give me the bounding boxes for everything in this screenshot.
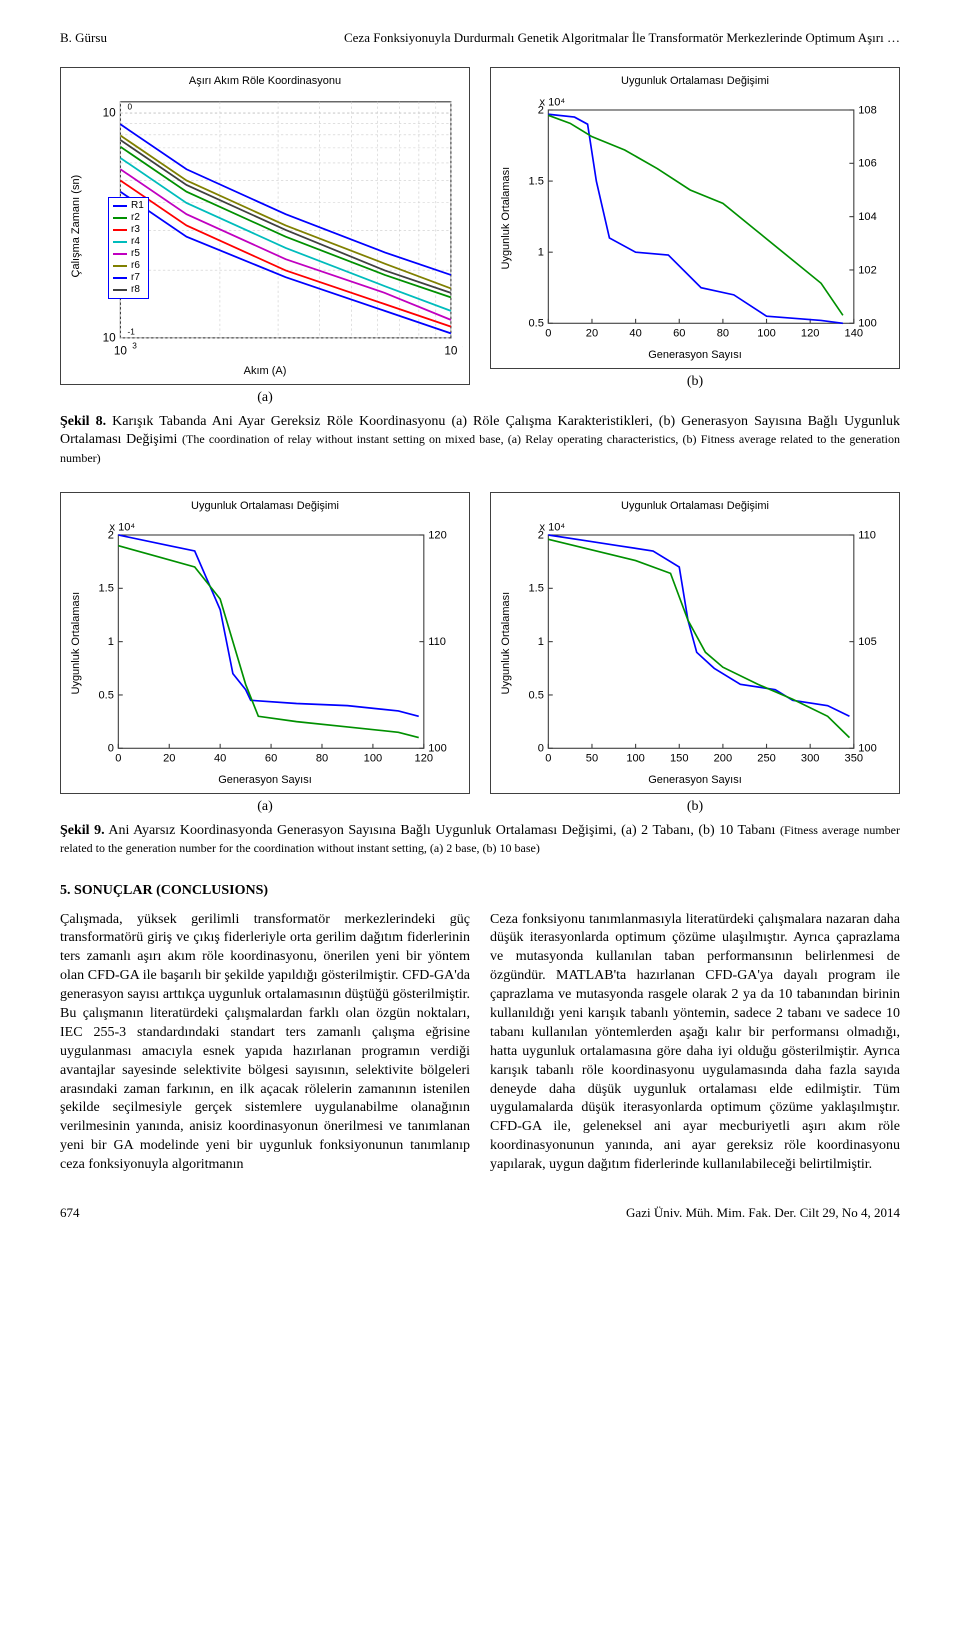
svg-text:1: 1 bbox=[538, 636, 544, 648]
svg-text:0.5: 0.5 bbox=[529, 689, 544, 701]
svg-text:50: 50 bbox=[586, 753, 598, 765]
svg-text:x 10⁴: x 10⁴ bbox=[110, 522, 136, 534]
svg-text:1: 1 bbox=[538, 247, 544, 259]
fig8-b-label: (b) bbox=[490, 373, 900, 391]
fig8-caption-sub: (The coordination of relay without insta… bbox=[60, 432, 900, 464]
fig9b-svg: 05010015020025030035000.511.52100105110x… bbox=[515, 515, 893, 771]
svg-text:120: 120 bbox=[801, 328, 820, 340]
svg-text:40: 40 bbox=[214, 753, 226, 765]
fig9-b-label: (b) bbox=[490, 798, 900, 816]
svg-text:-1: -1 bbox=[128, 328, 136, 337]
svg-text:10: 10 bbox=[103, 331, 117, 345]
fig9a-title: Uygunluk Ortalaması Değişimi bbox=[67, 499, 463, 513]
svg-text:100: 100 bbox=[859, 318, 878, 330]
fig8b-xlabel: Generasyon Sayısı bbox=[497, 348, 893, 362]
svg-text:200: 200 bbox=[714, 753, 733, 765]
figure-8-row: Aşırı Akım Röle Koordinasyonu Çalışma Za… bbox=[60, 67, 900, 407]
fig9-caption-bold: Şekil 9. bbox=[60, 823, 105, 838]
page-header: B. Gürsu Ceza Fonksiyonuyla Durdurmalı G… bbox=[60, 30, 900, 47]
fig9-panel-a: Uygunluk Ortalaması Değişimi Uygunluk Or… bbox=[60, 492, 470, 816]
svg-text:60: 60 bbox=[673, 328, 685, 340]
svg-text:40: 40 bbox=[630, 328, 642, 340]
fig9-caption-main: Ani Ayarsız Koordinasyonda Generasyon Sa… bbox=[105, 823, 780, 838]
fig8-a-label: (a) bbox=[60, 389, 470, 407]
section-5-p1: Çalışmada, yüksek gerilimli transformatö… bbox=[60, 911, 470, 1175]
svg-text:10: 10 bbox=[114, 344, 128, 358]
svg-text:0: 0 bbox=[546, 328, 552, 340]
svg-text:100: 100 bbox=[429, 743, 448, 755]
svg-text:106: 106 bbox=[859, 158, 878, 170]
svg-text:1.5: 1.5 bbox=[529, 176, 544, 188]
svg-text:1: 1 bbox=[108, 636, 114, 648]
svg-text:100: 100 bbox=[364, 753, 383, 765]
svg-text:100: 100 bbox=[758, 328, 777, 340]
svg-text:0: 0 bbox=[128, 103, 133, 112]
fig8-panel-a: Aşırı Akım Röle Koordinasyonu Çalışma Za… bbox=[60, 67, 470, 407]
fig8-caption-bold: Şekil 8. bbox=[60, 414, 106, 429]
header-right: Ceza Fonksiyonuyla Durdurmalı Genetik Al… bbox=[344, 30, 900, 47]
svg-text:110: 110 bbox=[859, 529, 877, 541]
svg-text:20: 20 bbox=[163, 753, 175, 765]
svg-text:100: 100 bbox=[627, 753, 646, 765]
section-5-p2: Ceza fonksiyonu tanımlanmasıyla literatü… bbox=[490, 911, 900, 1175]
svg-text:150: 150 bbox=[670, 753, 689, 765]
fig9a-svg: 02040608010012000.511.52100110120x 10⁴ bbox=[85, 515, 463, 771]
svg-text:100: 100 bbox=[859, 743, 878, 755]
svg-text:x 10⁴: x 10⁴ bbox=[540, 522, 566, 534]
svg-text:250: 250 bbox=[758, 753, 777, 765]
section-5-head: 5. SONUÇLAR (CONCLUSIONS) bbox=[60, 882, 900, 900]
fig9a-ylabel: Uygunluk Ortalaması bbox=[67, 515, 85, 771]
fig9-panel-b: Uygunluk Ortalaması Değişimi Uygunluk Or… bbox=[490, 492, 900, 816]
fig8b-svg: 0204060801001201400.511.5210010210410610… bbox=[515, 90, 893, 346]
fig8a-ylabel: Çalışma Zamanı (sn) bbox=[67, 90, 85, 361]
svg-text:0: 0 bbox=[108, 743, 114, 755]
section-5-body: Çalışmada, yüksek gerilimli transformatö… bbox=[60, 911, 900, 1175]
fig9-caption: Şekil 9. Ani Ayarsız Koordinasyonda Gene… bbox=[60, 822, 900, 858]
svg-text:0: 0 bbox=[116, 753, 122, 765]
fig8a-legend: R1r2r3r4r5r6r7r8 bbox=[108, 197, 149, 299]
svg-text:60: 60 bbox=[265, 753, 277, 765]
svg-text:105: 105 bbox=[859, 636, 878, 648]
svg-text:0: 0 bbox=[538, 743, 544, 755]
svg-text:300: 300 bbox=[801, 753, 820, 765]
fig8b-title: Uygunluk Ortalaması Değişimi bbox=[497, 74, 893, 88]
svg-text:108: 108 bbox=[859, 105, 878, 117]
svg-text:80: 80 bbox=[316, 753, 328, 765]
svg-text:1.5: 1.5 bbox=[99, 583, 114, 595]
header-left: B. Gürsu bbox=[60, 30, 107, 47]
svg-text:102: 102 bbox=[859, 264, 878, 276]
fig8-caption: Şekil 8. Karışık Tabanda Ani Ayar Gereks… bbox=[60, 413, 900, 468]
page-footer: 674 Gazi Üniv. Müh. Mim. Fak. Der. Cilt … bbox=[60, 1205, 900, 1222]
svg-text:0.5: 0.5 bbox=[529, 318, 544, 330]
fig9b-title: Uygunluk Ortalaması Değişimi bbox=[497, 499, 893, 513]
footer-left: 674 bbox=[60, 1205, 80, 1222]
svg-text:80: 80 bbox=[717, 328, 729, 340]
svg-text:110: 110 bbox=[429, 636, 447, 648]
svg-text:3: 3 bbox=[133, 342, 138, 351]
svg-text:0.5: 0.5 bbox=[99, 689, 114, 701]
fig9b-xlabel: Generasyon Sayısı bbox=[497, 773, 893, 787]
figure-9-row: Uygunluk Ortalaması Değişimi Uygunluk Or… bbox=[60, 492, 900, 816]
svg-text:104: 104 bbox=[859, 211, 878, 223]
svg-text:20: 20 bbox=[586, 328, 598, 340]
svg-text:10: 10 bbox=[445, 344, 459, 358]
fig9b-ylabel: Uygunluk Ortalaması bbox=[497, 515, 515, 771]
svg-text:x 10⁴: x 10⁴ bbox=[540, 97, 566, 109]
fig8-panel-b: Uygunluk Ortalaması Değişimi Uygunluk Or… bbox=[490, 67, 900, 407]
svg-text:120: 120 bbox=[429, 529, 448, 541]
fig8a-xlabel: Akım (A) bbox=[67, 364, 463, 378]
fig8b-ylabel: Uygunluk Ortalaması bbox=[497, 90, 515, 346]
svg-text:10: 10 bbox=[103, 106, 117, 120]
fig8a-title: Aşırı Akım Röle Koordinasyonu bbox=[67, 74, 463, 88]
svg-text:1.5: 1.5 bbox=[529, 583, 544, 595]
svg-text:0: 0 bbox=[546, 753, 552, 765]
fig9a-xlabel: Generasyon Sayısı bbox=[67, 773, 463, 787]
footer-right: Gazi Üniv. Müh. Mim. Fak. Der. Cilt 29, … bbox=[626, 1205, 900, 1222]
fig9-a-label: (a) bbox=[60, 798, 470, 816]
